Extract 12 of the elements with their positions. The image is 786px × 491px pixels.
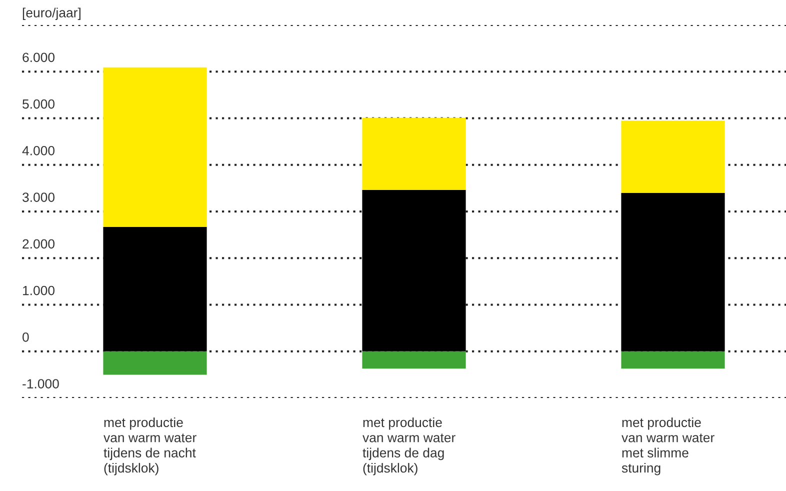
y-tick-label: 4.000 — [22, 146, 54, 156]
y-tick-label: 2.000 — [22, 239, 54, 249]
x-tick-label: met productie van warm water tijdens de nacht (tijdsklok) — [104, 417, 196, 476]
y-tick-label: 1.000 — [23, 286, 54, 296]
y-axis-title: [euro/jaar] — [22, 8, 80, 20]
x-tick-label: met productie van warm water met slimme sturing — [622, 417, 714, 476]
y-tick-label: 0 — [22, 332, 29, 342]
y-tick-label: 6.000 — [22, 52, 54, 62]
y-tick-label: 5.000 — [22, 99, 54, 109]
y-tick-label: -1.000 — [22, 379, 59, 388]
y-tick-label: 3.000 — [22, 192, 54, 202]
x-tick-label: met productie van warm water tijdens de dag (tijdsklok) — [362, 417, 456, 476]
